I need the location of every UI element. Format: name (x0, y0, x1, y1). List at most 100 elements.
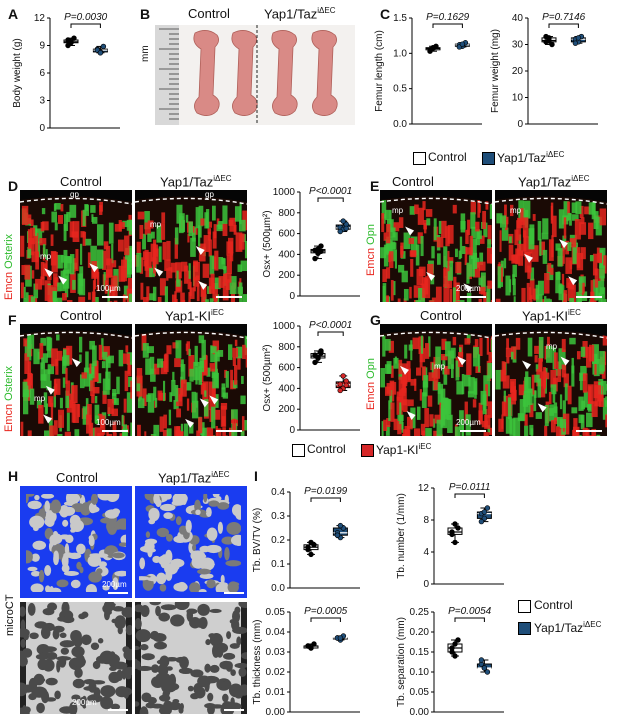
F-ytick-label-5: 1000 (273, 321, 296, 332)
C1-point-1-1 (459, 43, 466, 49)
e-stain-emcn: Emcn (365, 247, 377, 276)
legend-c-control-swatch (413, 152, 426, 165)
micrograph-texture (20, 324, 132, 436)
d-micrograph-control (20, 190, 132, 302)
I1-point-1-1 (337, 534, 344, 541)
d-stain-emcn: Emcn (3, 271, 15, 300)
D-point-0-1 (315, 250, 321, 257)
I4-ytick-label-5: 0.25 (410, 607, 430, 618)
h-microct-bottom-control (20, 602, 132, 714)
e-stain-opn: Opn (365, 224, 377, 245)
g-header-control: Control (420, 308, 462, 323)
I1-point-1-4 (337, 522, 344, 529)
legend-ki-label: Yap1-KIiEC (376, 442, 431, 457)
F-ylabel: Osx+ (500µm²) (262, 344, 273, 411)
I4-sig-bracket (454, 617, 485, 622)
f-micrograph-control (20, 324, 132, 436)
C2-point-1-3 (572, 40, 579, 46)
C1-ylabel: Femur length (cm) (374, 30, 385, 112)
C2-point-1-4 (575, 35, 582, 41)
f-scale-bar-2 (216, 430, 242, 432)
d-stain-osterix: Osterix (3, 233, 15, 269)
h-header-yaptaz: Yap1/TaziΔEC (158, 470, 229, 485)
e-micrograph-control (380, 190, 492, 302)
C1-point-1-0 (456, 42, 463, 48)
A-point-0-4 (68, 39, 74, 45)
d-stain-label: Emcn Osterix (3, 234, 15, 300)
I2-ytick-label-3: 12 (418, 483, 430, 494)
I4-point-1-0 (478, 661, 485, 667)
A-box-1 (92, 48, 108, 53)
I3-box-1 (332, 637, 348, 640)
d-micrograph-yaptaz (135, 190, 247, 302)
I2-ytick-label-1: 4 (423, 547, 429, 558)
panel-label-h: H (8, 468, 19, 484)
C2-point-1-1 (575, 39, 582, 45)
I3-point-1-0 (334, 635, 341, 641)
legend-c-control-label: Control (428, 150, 467, 164)
I3-ylabel: Tb. thickness (mm) (252, 619, 263, 704)
A-pvalue: P=0.0030 (64, 12, 108, 23)
D-point-0-3 (312, 255, 318, 262)
I1-point-0-3 (305, 546, 311, 553)
A-point-0-1 (68, 40, 74, 46)
A-point-0-3 (65, 42, 71, 49)
A-point-0-0 (65, 37, 71, 43)
F-point-0-1 (315, 355, 321, 361)
D-ytick-label-3: 600 (278, 229, 295, 240)
F-point-1-1 (340, 385, 346, 392)
I3-ytick-label-5: 0.05 (266, 607, 286, 618)
F-point-1-0 (337, 381, 343, 387)
I1-ytick-label-0: 0.0 (271, 583, 285, 594)
I2-box-0 (447, 527, 463, 535)
I3-point-1-4 (337, 635, 344, 641)
F-pvalue: P<0.0001 (309, 320, 352, 331)
e-scale-label: 200µm (456, 284, 481, 293)
d-header-yaptaz-sup: iΔEC (213, 174, 232, 183)
C2-ytick-label-2: 20 (512, 66, 524, 77)
panel-label-a: A (8, 6, 19, 22)
I2-point-1-3 (478, 518, 485, 525)
I2-ylabel: Tb. number (1/mm) (396, 493, 407, 579)
h-microct-top-yaptaz (135, 486, 247, 598)
D-point-1-5 (343, 225, 349, 232)
C2-point-0-4 (546, 37, 552, 44)
legend-ki-text: Yap1-KI (376, 443, 419, 457)
micrograph-texture (495, 324, 607, 436)
I1-ylabel: Tb. BV/TV (%) (252, 508, 263, 572)
micrograph-texture (380, 324, 492, 436)
D-point-1-4 (340, 218, 346, 224)
F-point-1-3 (337, 387, 343, 394)
F-point-0-0 (312, 352, 318, 358)
f-micrograph-yapki (135, 324, 247, 436)
I3-ytick-label-1: 0.01 (266, 687, 286, 698)
d-scale-bar (102, 296, 128, 298)
microct-texture (135, 602, 247, 714)
I3-sig-bracket (310, 617, 341, 622)
F-ytick-label-1: 200 (278, 404, 295, 415)
C2-point-0-3 (543, 33, 549, 40)
C1-box-1 (454, 43, 470, 47)
h-scale-label-bottom: 200µm (72, 698, 97, 707)
F-sig-bracket (317, 331, 344, 336)
d-label-mp: mp (40, 252, 52, 261)
C2-point-1-0 (572, 36, 579, 42)
e-header-yaptaz-sup: iΔEC (571, 174, 590, 183)
A-point-1-1 (97, 49, 104, 55)
f-scale-bar (102, 430, 128, 432)
I1-ytick-label-4: 0.4 (271, 487, 285, 498)
F-point-1-4 (340, 373, 346, 379)
F-point-0-4 (315, 354, 321, 360)
b-header-yaptaz-sup: iΔEC (317, 6, 336, 15)
I2-sig-bracket (454, 493, 485, 498)
I1-ytick-label-3: 0.3 (271, 511, 285, 522)
f-stain-label: Emcn Osterix (3, 366, 15, 432)
I3-point-1-3 (334, 635, 341, 641)
I1-box-0 (303, 544, 319, 551)
d-label-mp-2: mp (150, 220, 162, 229)
b-header-control: Control (188, 6, 230, 21)
C2-sig-bracket (548, 23, 579, 28)
I4-point-1-2 (484, 669, 491, 675)
I4-point-1-4 (481, 665, 488, 671)
g-header-yapki-sup: iEC (568, 308, 581, 317)
